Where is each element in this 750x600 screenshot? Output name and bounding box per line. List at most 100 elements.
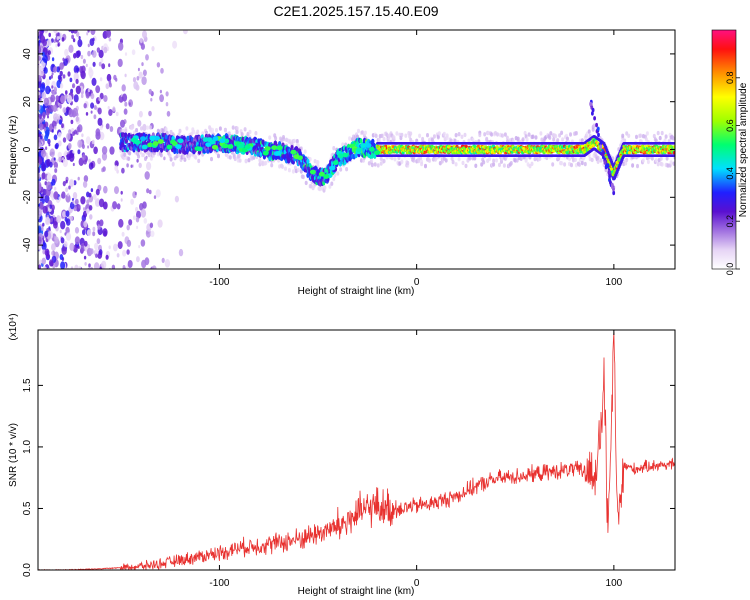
heatmap-cell	[374, 133, 378, 139]
heatmap-cell	[114, 186, 119, 195]
heatmap-cell	[99, 92, 104, 100]
heatmap-cell	[354, 152, 358, 159]
heatmap-cell	[43, 127, 47, 132]
heatmap-cell	[116, 203, 121, 210]
heatmap-cell	[623, 138, 627, 143]
heatmap-cell	[132, 77, 137, 83]
heatmap-cell	[137, 67, 140, 72]
heatmap-cell	[58, 196, 62, 201]
heatmap-cell	[165, 91, 169, 97]
heatmap-cell	[141, 259, 147, 269]
heatmap-cell	[496, 132, 499, 137]
heatmap-cell	[141, 62, 144, 67]
heatmap-cell	[457, 132, 461, 137]
heatmap-cell	[155, 189, 161, 198]
heatmap-cell	[59, 70, 63, 77]
heatmap-cell	[554, 134, 558, 139]
heatmap-cell	[103, 46, 108, 54]
heatmap-cell	[135, 128, 139, 133]
heatmap-cell	[401, 151, 405, 155]
heatmap-cell	[55, 33, 58, 37]
heatmap-cell	[105, 30, 112, 38]
heatmap-cell	[473, 156, 477, 161]
heatmap-cell	[65, 50, 69, 55]
heatmap-cell	[54, 236, 59, 244]
heatmap-cell	[83, 103, 87, 109]
heatmap-cell	[136, 256, 140, 263]
heatmap-cell	[360, 130, 364, 135]
heatmap-cell	[108, 82, 112, 88]
heatmap-cell	[492, 162, 496, 167]
heatmap-cell	[38, 181, 42, 190]
heatmap-cell	[47, 50, 51, 56]
heatmap-cell	[59, 254, 64, 260]
heatmap-cell	[122, 265, 126, 269]
heatmap-cell	[78, 204, 81, 209]
heatmap-cell	[621, 133, 625, 138]
heatmap-cell	[85, 136, 91, 145]
heatmap-cell	[87, 50, 91, 57]
heatmap-cell	[101, 152, 108, 161]
heatmap-cell	[92, 50, 97, 58]
heatmap-cell	[471, 137, 475, 143]
heatmap-cell	[244, 159, 248, 164]
heatmap-cell	[530, 161, 534, 166]
heatmap-cell	[373, 162, 377, 167]
heatmap-cell	[74, 264, 79, 269]
heatmap-cell	[490, 132, 494, 137]
heatmap-cell	[124, 138, 128, 144]
heatmap-cell	[243, 127, 247, 132]
heatmap-cell	[137, 120, 142, 127]
heatmap-cell	[400, 132, 404, 138]
heatmap-cell	[644, 137, 648, 142]
heatmap-cell	[656, 130, 660, 136]
heatmap-cell	[56, 36, 60, 40]
heatmap-cell	[85, 112, 89, 116]
heatmap-cell	[59, 83, 64, 89]
heatmap-cell	[376, 163, 380, 168]
heatmap-cell	[46, 23, 50, 29]
heatmap-cell	[164, 259, 171, 268]
heatmap-cell	[631, 163, 635, 168]
heatmap-cell	[124, 52, 128, 56]
heatmap-cell	[404, 133, 408, 138]
heatmap-cell	[332, 146, 336, 151]
heatmap-cell	[96, 24, 99, 29]
heatmap-cell	[106, 73, 112, 82]
heatmap-cell	[80, 196, 86, 205]
heatmap-cell	[62, 211, 66, 218]
heatmap-cell	[118, 218, 124, 228]
heatmap-cell	[590, 157, 594, 163]
heatmap-cell	[333, 173, 337, 178]
heatmap-cell	[75, 78, 79, 84]
heatmap-cell	[299, 169, 303, 174]
heatmap-cell	[51, 38, 54, 43]
heatmap-cell	[118, 42, 124, 51]
heatmap-cell	[264, 160, 268, 166]
heatmap-cell	[140, 126, 143, 131]
heatmap-cell	[103, 95, 108, 102]
heatmap-cell	[454, 162, 458, 167]
heatmap-cell	[392, 135, 396, 140]
heatmap-cell	[65, 226, 70, 234]
heatmap-cell	[114, 165, 119, 172]
heatmap-cell	[502, 163, 506, 168]
heatmap-cell	[124, 73, 127, 78]
heatmap-cell	[161, 257, 165, 263]
heatmap-cell	[131, 124, 135, 130]
heatmap-cell	[665, 156, 669, 161]
heatmap-cell	[124, 101, 128, 107]
heatmap-cell	[98, 97, 101, 102]
heatmap-cell	[66, 95, 73, 104]
heatmap-cell	[663, 138, 667, 143]
heatmap-cell	[38, 271, 41, 276]
heatmap-cell	[43, 97, 50, 107]
heatmap-cell	[88, 68, 94, 78]
heatmap-cell	[97, 107, 102, 115]
heatmap-cell	[531, 134, 535, 139]
heatmap-cell	[99, 125, 103, 131]
heatmap-cell	[527, 132, 531, 137]
heatmap-cell	[68, 108, 74, 118]
heatmap-cell	[81, 65, 86, 73]
heatmap-cell	[528, 164, 532, 169]
